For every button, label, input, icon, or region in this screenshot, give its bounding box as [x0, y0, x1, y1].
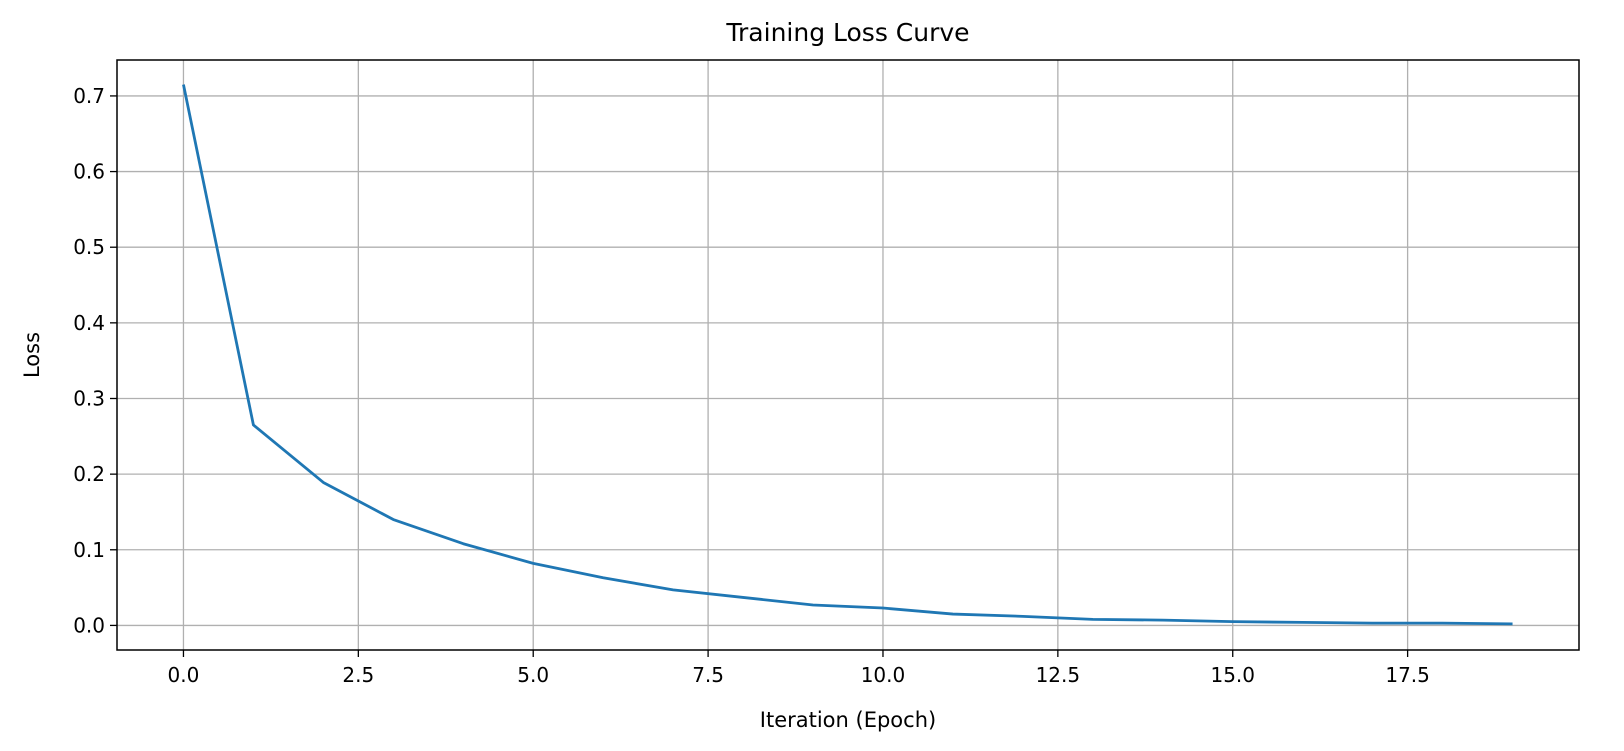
ticks — [110, 95, 1409, 657]
x-tick-label: 5.0 — [517, 663, 549, 687]
x-tick-label: 10.0 — [861, 663, 906, 687]
y-tick-label: 0.6 — [73, 160, 105, 184]
y-axis-label: Loss — [20, 332, 44, 378]
y-tick-label: 0.7 — [73, 84, 105, 108]
chart-title: Training Loss Curve — [725, 18, 969, 47]
x-tick-label: 17.5 — [1385, 663, 1430, 687]
series-line — [182, 84, 1513, 626]
x-tick-label: 0.0 — [168, 663, 200, 687]
x-tick-label: 15.0 — [1210, 663, 1255, 687]
series-layer — [182, 84, 1513, 626]
y-tick-label: 0.2 — [73, 462, 105, 486]
tick-labels: 0.0 2.5 5.0 7.5 10.0 12.5 15.0 17.5 0.0 0.1 0.2 0.3… — [73, 84, 1430, 687]
x-tick-label: 7.5 — [692, 663, 724, 687]
plot-frame — [116, 59, 1580, 651]
y-tick-label: 0.4 — [73, 311, 105, 335]
y-tick-label: 0.3 — [73, 386, 105, 410]
y-tick-label: 0.0 — [73, 613, 105, 637]
x-axis-label: Iteration (Epoch) — [760, 708, 936, 732]
x-tick-label: 12.5 — [1036, 663, 1081, 687]
x-tick-label: 2.5 — [342, 663, 374, 687]
y-tick-label: 0.5 — [73, 235, 105, 259]
grid — [117, 60, 1579, 650]
y-tick-label: 0.1 — [73, 538, 105, 562]
